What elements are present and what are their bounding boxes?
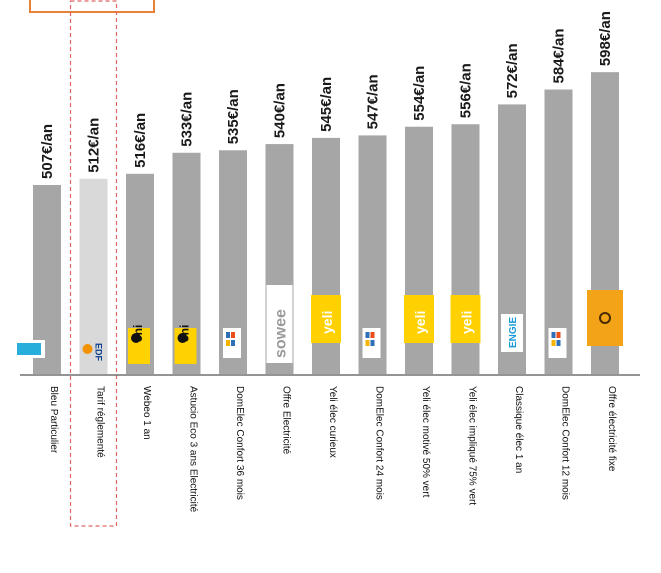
- logo-label: yeli: [412, 311, 428, 334]
- logo-mark: [370, 332, 375, 338]
- bar-value-label: 533€/an: [179, 92, 196, 147]
- logo-mark: [226, 332, 230, 338]
- category-label: Offre électricité fixe: [606, 386, 617, 472]
- category-label: Yeli élec curieux: [327, 386, 338, 458]
- category-label: Webeo 1 an: [141, 386, 152, 440]
- engie-logo: ENGIE: [501, 314, 523, 352]
- logo-label: eni: [178, 325, 192, 342]
- logo-label: yeli: [319, 311, 335, 334]
- logo-label: ENGIE: [508, 317, 519, 348]
- bar-value-label: 554€/an: [411, 66, 428, 121]
- logo-mark: [231, 340, 235, 346]
- logo-label: EDF: [94, 343, 104, 362]
- logo-bg: [266, 285, 293, 363]
- bar-value-label: 572€/an: [504, 43, 521, 98]
- eni-logo: eni: [128, 325, 150, 364]
- bar-value-label: 598€/an: [597, 11, 614, 66]
- top-highlight-box: [29, 0, 155, 13]
- logo-bg: [501, 314, 523, 352]
- bar: [79, 178, 108, 374]
- yeli-logo: yeli: [404, 295, 434, 343]
- bar-value-label: 556€/an: [458, 63, 475, 118]
- eni-logo: eni: [174, 325, 197, 364]
- energies-logo: [548, 328, 567, 358]
- bar-value-label: 547€/an: [365, 74, 382, 129]
- logo-mark: [231, 332, 235, 338]
- logo-mark: [365, 340, 370, 346]
- logo-mark: [556, 340, 561, 346]
- category-label: DomElec Confort 24 mois: [374, 386, 385, 500]
- logo-bg: [311, 295, 341, 343]
- logo-label: yeli: [459, 311, 475, 334]
- logo-mark: [226, 340, 230, 346]
- logo-bg: [404, 295, 434, 343]
- category-label: Offre Electricité: [281, 386, 292, 455]
- logo-mark: [556, 332, 561, 338]
- energies-logo: [362, 328, 381, 358]
- logo-mark: [370, 340, 375, 346]
- sowee-logo: sowee: [266, 285, 293, 363]
- category-label: Classique élec 1 an: [513, 386, 524, 473]
- category-label: Tarif réglementé: [95, 386, 106, 458]
- logo-mark: [599, 312, 611, 324]
- bar-value-label: 545€/an: [318, 77, 335, 132]
- value-labels-group: 507€/an 512€/an 516€/an 533€/an 535€/an 540€/…: [39, 11, 614, 179]
- yeli-logo: yeli: [311, 295, 341, 343]
- bar: [544, 89, 573, 375]
- category-label: DomElec Confort 12 mois: [560, 386, 571, 500]
- logo-mark: [177, 333, 188, 343]
- logo-label: sowee: [273, 309, 290, 358]
- bar-value-label: 535€/an: [225, 89, 242, 144]
- total-logo: [587, 290, 623, 346]
- logo-bg: [587, 290, 623, 346]
- logo-mark: [131, 333, 141, 343]
- edf-logo: EDF: [82, 343, 104, 362]
- highlight-dashed-outline: [69, 0, 118, 527]
- energies-logo: [223, 328, 241, 358]
- bar-value-label: 512€/an: [86, 118, 103, 173]
- category-labels-group: Bleu Particulier Tarif réglementé Webeo 1 …: [48, 386, 617, 513]
- bar-value-label: 516€/an: [132, 113, 149, 168]
- logo-mark: [365, 332, 370, 338]
- bar-value-label: 584€/an: [551, 28, 568, 83]
- logo-bg: [450, 295, 481, 343]
- logo-mark: [551, 332, 556, 338]
- logo-mark: [82, 344, 93, 354]
- category-label: Astucio Eco 3 ans Electricité: [188, 386, 199, 513]
- logo-label: eni: [131, 325, 145, 342]
- category-label: Bleu Particulier: [48, 386, 59, 454]
- bar-value-label: 540€/an: [272, 83, 289, 138]
- logo-mark: [551, 340, 556, 346]
- bar-value-label: 507€/an: [39, 124, 56, 179]
- category-label: Yeli élec impliqué 75% vert: [467, 386, 478, 505]
- chart-decor: [20, 0, 640, 527]
- logos-group: EDF eni eni sowee yeli yeli yeli ENGIE: [15, 285, 623, 364]
- logo-mark: [17, 343, 41, 355]
- yeli-logo: yeli: [450, 295, 481, 343]
- ekwateur-logo: [15, 340, 45, 358]
- category-label: DomElec Confort 36 mois: [234, 386, 245, 500]
- category-label: Yeli élec motivé 50% vert: [420, 386, 431, 498]
